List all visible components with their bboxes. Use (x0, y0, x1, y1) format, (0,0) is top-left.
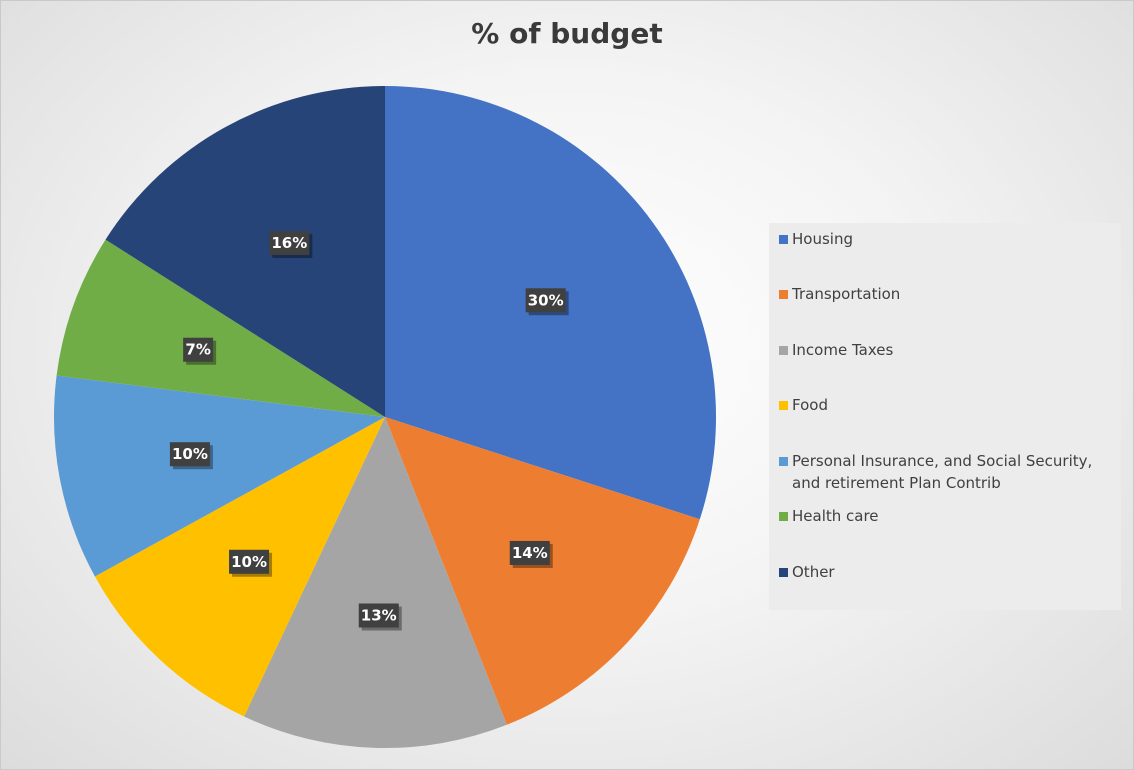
legend-item-transportation: Transportation (779, 283, 1119, 305)
data-label-text: 30% (528, 291, 564, 309)
data-label: 16% (269, 230, 313, 258)
data-label: 14% (509, 540, 553, 568)
pie-slice-personal-insurance (54, 375, 386, 577)
legend-swatch (779, 512, 788, 521)
legend-swatch (779, 457, 788, 466)
legend-swatch (779, 290, 788, 299)
data-label: 30% (525, 288, 569, 316)
data-label-text: 13% (361, 607, 397, 625)
data-label-text: 10% (231, 553, 267, 571)
data-label-box (183, 337, 214, 362)
pie-slice-transportation (385, 417, 700, 725)
legend-label: Health care (792, 507, 879, 525)
legend-item-food: Food (779, 394, 1119, 416)
data-label-text: 16% (271, 234, 307, 252)
legend-swatch (779, 568, 788, 577)
legend-label: Housing (792, 230, 853, 248)
data-label-box (229, 549, 270, 574)
chart-title: % of budget (471, 17, 663, 50)
pie-slices (54, 86, 716, 748)
legend-label: Other (792, 563, 835, 581)
data-label: 10% (169, 442, 213, 470)
legend-label: Personal Insurance, and Social Security,… (792, 452, 1093, 492)
legend-swatch (779, 346, 788, 355)
pie-slice-income-taxes (244, 417, 507, 748)
data-label-text: 7% (185, 341, 210, 359)
data-label-text: 14% (512, 544, 548, 562)
legend-swatch (779, 235, 788, 244)
legend-label: Income Taxes (792, 341, 894, 359)
legend-item-income-taxes: Income Taxes (779, 339, 1119, 361)
data-label: 10% (229, 549, 273, 577)
legend-item-other: Other (779, 561, 1119, 583)
pie-data-labels: 30% 14% 13% 10% 10% 7% 16% (169, 230, 569, 631)
data-label-box (358, 603, 399, 628)
data-label-box (269, 230, 310, 255)
legend-item-personal-insurance: Personal Insurance, and Social Security,… (779, 450, 1119, 494)
legend: Housing Transportation Income Taxes Food… (769, 223, 1121, 610)
legend-label: Food (792, 396, 828, 414)
data-label-text: 10% (172, 445, 208, 463)
legend-swatch (779, 401, 788, 410)
legend-item-housing: Housing (779, 228, 1119, 250)
data-label: 7% (183, 337, 217, 365)
legend-item-health-care: Health care (779, 505, 1119, 527)
data-label: 13% (358, 603, 402, 631)
legend-label: Transportation (792, 285, 901, 303)
data-label-box (509, 540, 550, 565)
data-label-box (525, 288, 566, 313)
pie-slice-health-care (56, 239, 385, 417)
pie-slice-other (105, 86, 385, 417)
data-label-box (169, 442, 210, 467)
